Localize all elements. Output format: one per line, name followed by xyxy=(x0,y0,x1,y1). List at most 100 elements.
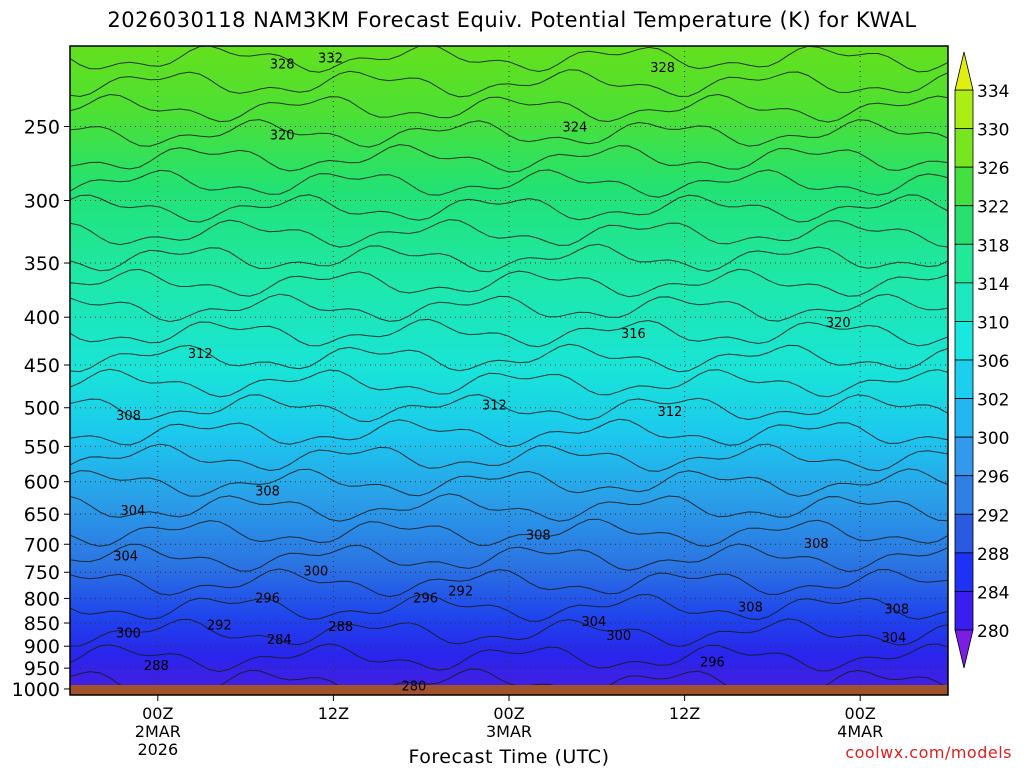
colorbar-segment xyxy=(954,398,974,438)
contour-line xyxy=(70,443,948,472)
contour-label: 308 xyxy=(738,600,763,615)
contour-line xyxy=(70,394,948,423)
colorbar-tick-label: 334 xyxy=(977,82,1009,102)
y-tick-label: 350 xyxy=(24,253,60,275)
colorbar-segment xyxy=(954,166,974,207)
contour-label: 308 xyxy=(526,528,551,543)
contour-label: 304 xyxy=(121,504,146,519)
contour-label: 296 xyxy=(700,655,725,670)
colorbar-tick-label: 314 xyxy=(977,275,1009,295)
colorbar-tick-label: 306 xyxy=(977,352,1009,372)
y-tick-label: 750 xyxy=(24,562,60,584)
y-tick-label: 700 xyxy=(24,534,60,556)
colorbar-segment xyxy=(954,591,974,631)
contour-label: 288 xyxy=(328,620,353,635)
contour-label: 308 xyxy=(804,537,829,552)
colorbar-tick-label: 284 xyxy=(977,583,1009,603)
x-tick-label: 2026 xyxy=(137,740,178,759)
x-tick-label: 12Z xyxy=(318,704,349,723)
colorbar-tick-label: 288 xyxy=(977,545,1009,565)
colorbar-segment xyxy=(954,243,974,284)
colorbar-tick-label: 330 xyxy=(977,121,1009,141)
y-tick-label: 500 xyxy=(24,398,60,420)
contour-label: 308 xyxy=(884,602,909,617)
colorbar-segment xyxy=(954,552,974,592)
y-tick-label: 400 xyxy=(24,307,60,329)
contour-label: 320 xyxy=(826,316,851,331)
contour-line xyxy=(70,243,948,273)
colorbar-tick-label: 292 xyxy=(977,506,1009,526)
colorbar-segment xyxy=(954,436,974,477)
colorbar-tick-label: 318 xyxy=(977,236,1009,256)
y-tick-label: 800 xyxy=(24,588,60,610)
contour-line xyxy=(70,468,948,497)
contour-label: 304 xyxy=(113,550,138,565)
colorbar-segment xyxy=(954,513,974,554)
contour-label: 308 xyxy=(116,409,141,424)
y-tick-label: 1000 xyxy=(12,679,60,701)
x-tick-label: 4MAR xyxy=(837,722,883,741)
colorbar-tick-label: 302 xyxy=(977,391,1009,411)
x-tick-label: 00Z xyxy=(493,704,524,723)
y-tick-label: 650 xyxy=(24,504,60,526)
contour-label: 300 xyxy=(303,565,328,580)
colorbar-min-extension xyxy=(954,629,974,669)
y-tick-label: 450 xyxy=(24,355,60,377)
contour-line xyxy=(70,543,948,573)
contour-line xyxy=(70,219,948,248)
chart-title: 2026030118 NAM3KM Forecast Equiv. Potent… xyxy=(107,8,917,32)
contour-label: 320 xyxy=(270,129,295,144)
contour-label: 308 xyxy=(255,484,280,499)
contour-label: 328 xyxy=(270,57,295,72)
contour-line xyxy=(70,194,948,223)
y-tick-label: 600 xyxy=(24,472,60,494)
contour-label: 296 xyxy=(413,591,438,606)
colorbar-segment xyxy=(954,282,974,322)
contour-label: 304 xyxy=(881,631,906,646)
contour-line xyxy=(70,643,948,673)
colorbar-segment xyxy=(954,321,974,361)
colorbar-max-extension xyxy=(954,51,974,91)
y-tick-label: 550 xyxy=(24,436,60,458)
contour-label: 288 xyxy=(144,659,169,674)
colorbar-tick-label: 326 xyxy=(977,159,1009,179)
colorbar-tick-label: 280 xyxy=(977,622,1009,642)
contour-line xyxy=(70,618,948,648)
credit-link[interactable]: coolwx.com/models xyxy=(845,743,1012,762)
contour-label: 316 xyxy=(621,327,646,342)
contour-label: 312 xyxy=(658,405,683,420)
contour-label: 300 xyxy=(606,629,631,644)
contour-label: 280 xyxy=(401,679,426,694)
colorbar-tick-label: 296 xyxy=(977,468,1009,488)
colorbar-segment xyxy=(954,89,974,129)
x-tick-label: 00Z xyxy=(142,704,173,723)
contour-label: 292 xyxy=(448,585,473,600)
contour-label: 324 xyxy=(562,121,587,136)
contour-line xyxy=(70,119,948,148)
x-tick-label: 2MAR xyxy=(135,722,181,741)
colorbar-segment xyxy=(954,205,974,245)
colorbar-tick-label: 322 xyxy=(977,198,1009,218)
colorbar-tick-label: 310 xyxy=(977,313,1009,333)
colorbar-segment xyxy=(954,128,974,168)
contour-line xyxy=(70,493,948,522)
contour-label: 304 xyxy=(581,615,606,630)
x-tick-label: 3MAR xyxy=(486,722,532,741)
x-tick-label: 00Z xyxy=(845,704,876,723)
y-tick-label: 300 xyxy=(24,190,60,212)
contour-label: 296 xyxy=(255,591,280,606)
contour-line xyxy=(70,518,948,547)
contour-label: 292 xyxy=(207,618,232,633)
colorbar-tick-label: 300 xyxy=(977,429,1009,449)
contour-label: 284 xyxy=(267,633,292,648)
contour-label: 332 xyxy=(318,52,343,67)
y-tick-label: 900 xyxy=(24,636,60,658)
contour-label: 328 xyxy=(650,61,675,76)
contour-label: 312 xyxy=(188,347,213,362)
field-background xyxy=(70,46,948,695)
terrain-strip xyxy=(70,685,948,695)
contour-label: 312 xyxy=(482,398,507,413)
x-axis-label: Forecast Time (UTC) xyxy=(408,746,610,768)
colorbar-segment xyxy=(954,359,974,399)
